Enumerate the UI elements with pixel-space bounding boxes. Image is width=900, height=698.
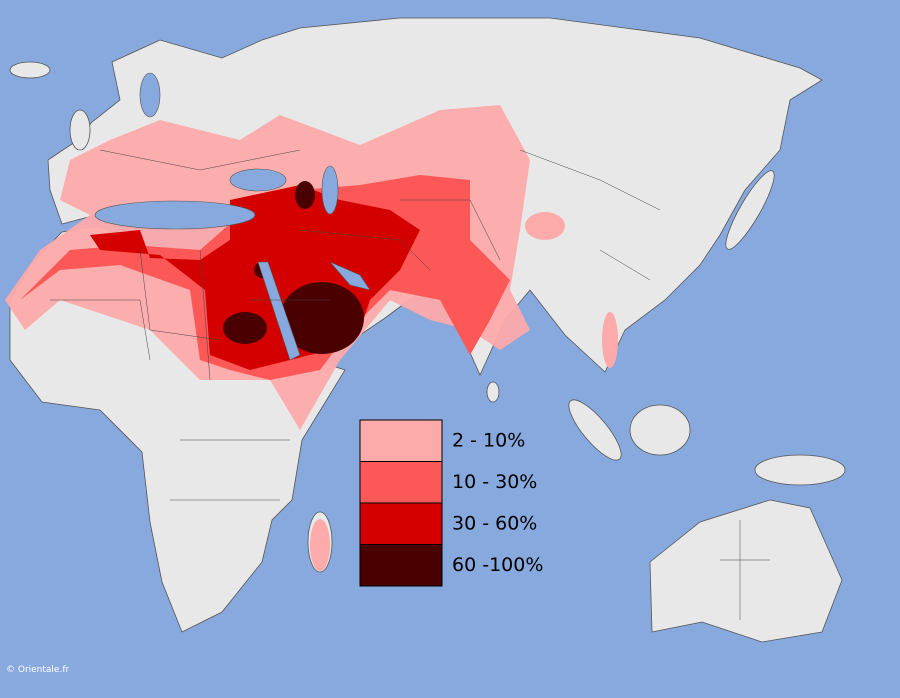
japan	[725, 170, 775, 250]
caspian	[321, 165, 339, 215]
australia	[649, 499, 843, 643]
mediterranean	[94, 200, 256, 230]
borneo	[629, 404, 691, 456]
seas	[94, 72, 371, 361]
legend-swatch	[359, 419, 443, 462]
sumatra	[568, 399, 622, 461]
coverage-area	[602, 312, 618, 368]
greenland	[9, 61, 51, 79]
coverage-area	[525, 212, 565, 240]
red-sea	[257, 261, 301, 361]
legend: 2 - 10% 10 - 30% 30 - 60% 60 -100%	[359, 419, 543, 587]
persian-gulf	[329, 261, 371, 291]
coverage-area	[223, 312, 267, 344]
legend-swatch	[359, 502, 443, 545]
coverage-area	[310, 519, 330, 571]
credit: © Orientale.fr	[6, 665, 69, 675]
borders	[50, 149, 770, 620]
baltic	[139, 72, 161, 118]
legend-label: 60 -100%	[452, 554, 543, 576]
coverage-area	[295, 181, 315, 209]
black-sea	[229, 168, 287, 192]
legend-swatch	[359, 461, 443, 504]
legend-label: 30 - 60%	[452, 512, 537, 534]
sri-lanka	[486, 381, 500, 403]
britain	[69, 109, 91, 151]
legend-label: 2 - 10%	[452, 429, 525, 451]
legend-label: 10 - 30%	[452, 471, 537, 493]
legend-swatch	[359, 544, 443, 587]
new-guinea	[754, 454, 846, 486]
